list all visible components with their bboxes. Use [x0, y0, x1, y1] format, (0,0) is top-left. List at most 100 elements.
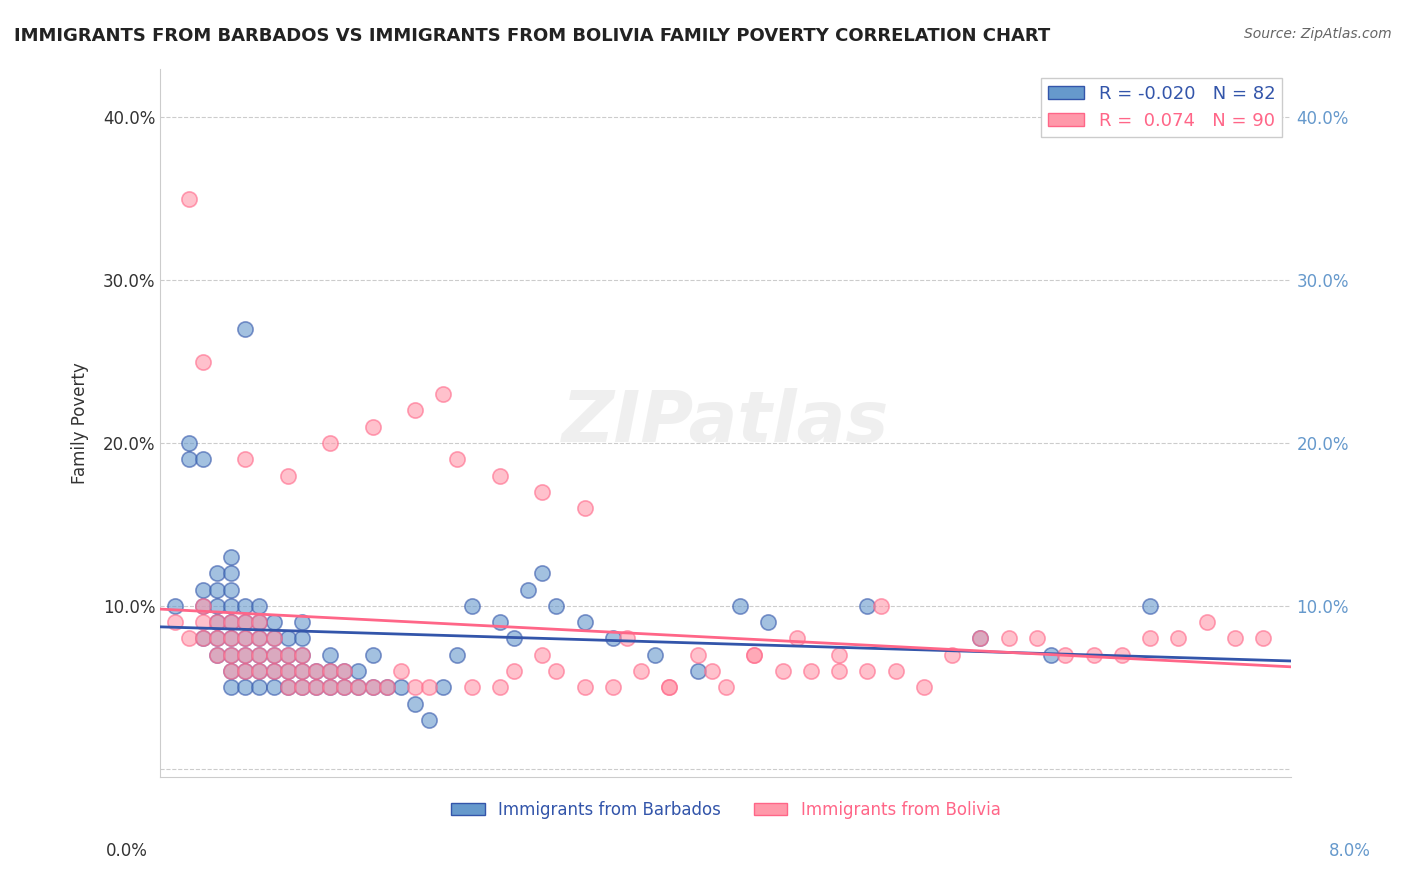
Point — [191, 582, 214, 597]
Point — [941, 648, 963, 662]
Point — [333, 681, 356, 695]
Point — [205, 632, 228, 646]
Point — [233, 322, 256, 336]
Point — [291, 681, 314, 695]
Point — [219, 664, 242, 678]
Point — [969, 632, 991, 646]
Point — [249, 632, 271, 646]
Point — [191, 354, 214, 368]
Point — [404, 697, 426, 711]
Point — [249, 632, 271, 646]
Point — [1167, 632, 1189, 646]
Point — [870, 599, 893, 613]
Point — [205, 648, 228, 662]
Point — [333, 681, 356, 695]
Point — [319, 436, 342, 450]
Point — [969, 632, 991, 646]
Text: Source: ZipAtlas.com: Source: ZipAtlas.com — [1244, 27, 1392, 41]
Point — [277, 632, 299, 646]
Point — [644, 648, 666, 662]
Point — [219, 566, 242, 581]
Point — [531, 648, 554, 662]
Point — [828, 664, 851, 678]
Point — [249, 615, 271, 629]
Point — [1195, 615, 1218, 629]
Point — [233, 664, 256, 678]
Point — [249, 648, 271, 662]
Point — [305, 681, 328, 695]
Point — [233, 664, 256, 678]
Point — [291, 615, 314, 629]
Point — [418, 681, 440, 695]
Point — [828, 648, 851, 662]
Point — [219, 664, 242, 678]
Point — [163, 599, 186, 613]
Point — [686, 664, 709, 678]
Point — [205, 599, 228, 613]
Point — [191, 452, 214, 467]
Point — [191, 599, 214, 613]
Point — [418, 713, 440, 727]
Point — [219, 615, 242, 629]
Point — [446, 452, 468, 467]
Point — [758, 615, 780, 629]
Text: IMMIGRANTS FROM BARBADOS VS IMMIGRANTS FROM BOLIVIA FAMILY POVERTY CORRELATION C: IMMIGRANTS FROM BARBADOS VS IMMIGRANTS F… — [14, 27, 1050, 45]
Point — [460, 681, 482, 695]
Point — [277, 648, 299, 662]
Point — [219, 648, 242, 662]
Point — [347, 681, 370, 695]
Point — [233, 681, 256, 695]
Text: ZIPatlas: ZIPatlas — [562, 388, 890, 458]
Point — [263, 615, 285, 629]
Point — [177, 436, 200, 450]
Point — [361, 681, 384, 695]
Point — [263, 664, 285, 678]
Point — [205, 648, 228, 662]
Point — [219, 681, 242, 695]
Text: 8.0%: 8.0% — [1329, 842, 1371, 860]
Point — [191, 599, 214, 613]
Point — [191, 615, 214, 629]
Point — [333, 664, 356, 678]
Point — [249, 681, 271, 695]
Point — [305, 664, 328, 678]
Point — [233, 615, 256, 629]
Point — [277, 648, 299, 662]
Point — [205, 615, 228, 629]
Point — [517, 582, 540, 597]
Point — [361, 681, 384, 695]
Point — [277, 664, 299, 678]
Point — [177, 452, 200, 467]
Point — [263, 632, 285, 646]
Point — [163, 615, 186, 629]
Point — [742, 648, 765, 662]
Point — [432, 681, 454, 695]
Point — [277, 681, 299, 695]
Point — [233, 648, 256, 662]
Point — [249, 599, 271, 613]
Point — [1111, 648, 1133, 662]
Point — [263, 632, 285, 646]
Point — [205, 632, 228, 646]
Point — [574, 615, 596, 629]
Point — [488, 615, 510, 629]
Point — [219, 615, 242, 629]
Point — [912, 681, 935, 695]
Point — [658, 681, 681, 695]
Text: 0.0%: 0.0% — [105, 842, 148, 860]
Point — [277, 664, 299, 678]
Point — [291, 664, 314, 678]
Point — [191, 632, 214, 646]
Point — [319, 648, 342, 662]
Point — [686, 648, 709, 662]
Point — [856, 664, 879, 678]
Point — [1139, 632, 1161, 646]
Point — [291, 648, 314, 662]
Point — [602, 681, 624, 695]
Point — [249, 664, 271, 678]
Point — [884, 664, 907, 678]
Point — [347, 681, 370, 695]
Point — [263, 648, 285, 662]
Point — [800, 664, 823, 678]
Point — [1054, 648, 1077, 662]
